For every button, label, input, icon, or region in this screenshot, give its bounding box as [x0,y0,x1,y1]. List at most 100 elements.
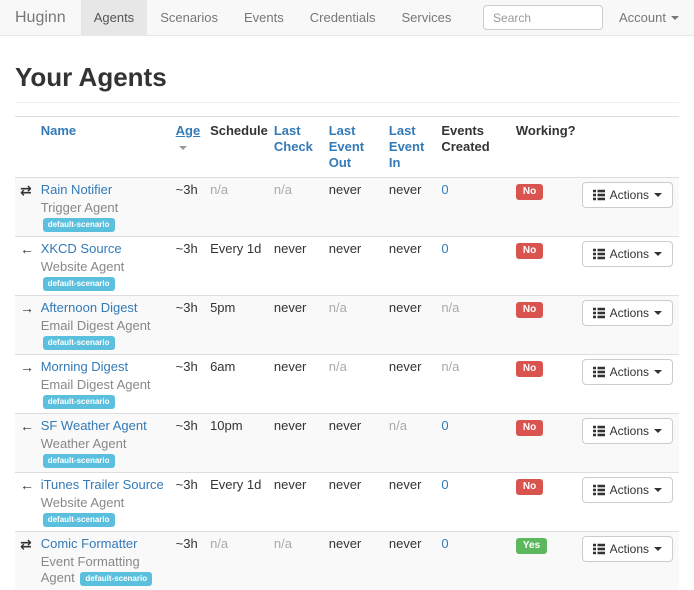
events-created-link[interactable]: 0 [441,477,448,492]
agent-name-link[interactable]: Rain Notifier [41,182,113,197]
list-icon [593,248,605,260]
scenario-badge[interactable]: default-scenario [43,513,115,527]
table-row: → Morning Digest Email Digest Agent defa… [15,355,679,414]
col-header-last-check: Last Check [274,117,329,178]
agent-type-label: Trigger Agent [41,200,119,215]
agent-name-link[interactable]: Afternoon Digest [41,300,138,315]
nav-item-events[interactable]: Events [231,0,297,35]
last-event-in-cell: never [389,178,441,237]
brand-logo[interactable]: Huginn [0,0,81,35]
table-header-row: Name Age Schedule Last Check Last Event … [15,117,679,178]
age-sort-link[interactable]: Age [176,123,201,138]
nav-item-services[interactable]: Services [389,0,465,35]
chevron-down-icon [671,16,679,20]
agent-name-link[interactable]: iTunes Trailer Source [41,477,164,492]
nav-item-scenarios[interactable]: Scenarios [147,0,231,35]
schedule-cell: Every 1d [210,237,274,296]
schedule-header-label: Schedule [210,123,268,138]
actions-cell: Actions [582,473,679,532]
scenario-badge[interactable]: default-scenario [43,277,115,291]
last-event-in-cell: n/a [389,414,441,473]
col-header-working: Working? [516,117,582,178]
scenario-badge[interactable]: default-scenario [80,572,152,586]
agent-meta: Event Formatting Agent default-scenario [41,554,170,586]
events-created-link[interactable]: 0 [441,182,448,197]
events-created-link[interactable]: 0 [441,418,448,433]
working-badge: No [516,479,543,495]
actions-button[interactable]: Actions [582,536,673,562]
actions-label: Actions [610,542,649,556]
events-created-link[interactable]: 0 [441,536,448,551]
last-event-out-cell: never [329,473,389,532]
scenario-badge[interactable]: default-scenario [43,336,115,350]
last-event-in-cell: never [389,473,441,532]
agent-type-label: Email Digest Agent [41,318,151,333]
working-cell: No [516,178,582,237]
last-event-out-sort-link[interactable]: Last Event Out [329,123,364,170]
events-created-link[interactable]: 0 [441,241,448,256]
chevron-down-icon [654,311,662,315]
actions-button[interactable]: Actions [582,182,673,208]
nav-item-agents[interactable]: Agents [81,0,147,35]
table-row: ← SF Weather Agent Weather Agent default… [15,414,679,473]
schedule-cell: 6am [210,355,274,414]
actions-button[interactable]: Actions [582,300,673,326]
col-header-last-event-in: Last Event In [389,117,441,178]
last-check-cell: n/a [274,178,329,237]
agent-meta: Website Agent default-scenario [41,259,170,291]
sort-desc-caret-icon [179,146,187,150]
working-badge: No [516,243,543,259]
agent-name-link[interactable]: Morning Digest [41,359,128,374]
last-event-in-sort-link[interactable]: Last Event In [389,123,424,170]
page-title: Your Agents [15,62,679,93]
actions-button[interactable]: Actions [582,418,673,444]
table-row: ← XKCD Source Website Agent default-scen… [15,237,679,296]
actions-button[interactable]: Actions [582,359,673,385]
age-cell: ~3h [176,473,210,532]
scenario-badge[interactable]: default-scenario [43,218,115,232]
chevron-down-icon [654,547,662,551]
actions-label: Actions [610,483,649,497]
actions-cell: Actions [582,178,679,237]
account-menu[interactable]: Account [619,10,679,25]
agent-name-link[interactable]: XKCD Source [41,241,122,256]
nav-item-credentials[interactable]: Credentials [297,0,389,35]
agent-name-link[interactable]: Comic Formatter [41,536,138,551]
actions-button[interactable]: Actions [582,477,673,503]
agents-table-body: ⇄ Rain Notifier Trigger Agent default-sc… [15,178,679,590]
working-badge: No [516,361,543,377]
actions-label: Actions [610,188,649,202]
table-row: ⇄ Comic Formatter Event Formatting Agent… [15,532,679,590]
last-event-out-cell: n/a [329,296,389,355]
agent-type-label: Weather Agent [41,436,127,451]
schedule-cell: n/a [210,532,274,590]
col-header-actions [582,117,679,178]
name-sort-link[interactable]: Name [41,123,76,138]
events-created-cell: n/a [441,355,516,414]
scenario-badge[interactable]: default-scenario [43,395,115,409]
age-cell: ~3h [176,355,210,414]
last-check-cell: never [274,473,329,532]
events-created-cell: n/a [441,296,516,355]
actions-cell: Actions [582,532,679,590]
table-row: ← iTunes Trailer Source Website Agent de… [15,473,679,532]
actions-label: Actions [610,365,649,379]
list-icon [593,425,605,437]
actions-label: Actions [610,306,649,320]
scenario-badge[interactable]: default-scenario [43,454,115,468]
last-check-cell: n/a [274,532,329,590]
actions-button[interactable]: Actions [582,241,673,267]
list-icon [593,189,605,201]
schedule-cell: n/a [210,178,274,237]
last-check-sort-link[interactable]: Last Check [274,123,313,154]
actions-cell: Actions [582,296,679,355]
events-created-cell: 0 [441,237,516,296]
nav-bar: Huginn Agents Scenarios Events Credentia… [0,0,694,36]
schedule-cell: Every 1d [210,473,274,532]
search-input[interactable] [483,5,603,30]
events-created-value: n/a [441,359,459,374]
working-cell: No [516,414,582,473]
agent-name-link[interactable]: SF Weather Agent [41,418,147,433]
chevron-down-icon [654,429,662,433]
last-event-out-cell: n/a [329,355,389,414]
